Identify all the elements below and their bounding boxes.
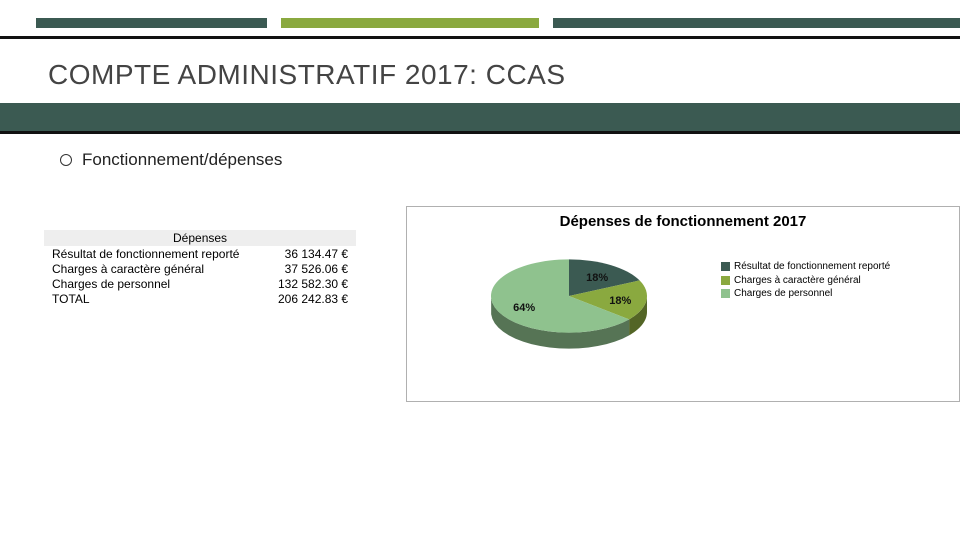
- table-cell-label: Résultat de fonctionnement reporté: [44, 247, 270, 262]
- decor-bar: [36, 18, 267, 28]
- legend-item: Charges de personnel: [721, 287, 890, 301]
- page-title: COMPTE ADMINISTRATIF 2017: CCAS: [0, 39, 960, 103]
- table-cell-value: 37 526.06 €: [270, 262, 356, 277]
- chart-panel: Dépenses de fonctionnement 2017 18%18% 64…: [406, 206, 960, 402]
- table-row: Charges de personnel132 582.30 €: [44, 277, 356, 292]
- table-cell-label: Charges de personnel: [44, 277, 270, 292]
- expenses-table: Dépenses Résultat de fonctionnement repo…: [44, 230, 356, 307]
- title-band: COMPTE ADMINISTRATIF 2017: CCAS: [0, 36, 960, 134]
- decor-top-bars: [0, 18, 960, 26]
- pie-holder: 18%18% 64%: [415, 236, 715, 386]
- table-row: Charges à caractère général37 526.06 €: [44, 262, 356, 277]
- legend-item: Charges à caractère général: [721, 274, 890, 288]
- table-cell-value: 132 582.30 €: [270, 277, 356, 292]
- decor-bar: [281, 18, 539, 28]
- pie-slice-label: 64%: [513, 302, 535, 314]
- legend-swatch: [721, 262, 730, 271]
- legend-label: Charges à caractère général: [734, 274, 861, 288]
- legend-label: Résultat de fonctionnement reporté: [734, 260, 890, 274]
- bullet-subtitle: Fonctionnement/dépenses: [60, 150, 960, 170]
- table-header: Dépenses: [44, 230, 356, 247]
- legend-swatch: [721, 276, 730, 285]
- bullet-icon: [60, 154, 72, 166]
- table-cell-value: 36 134.47 €: [270, 247, 356, 262]
- decor-bar: [553, 18, 960, 28]
- table-cell-value: 206 242.83 €: [270, 292, 356, 307]
- table-cell-label: Charges à caractère général: [44, 262, 270, 277]
- table-cell-label: TOTAL: [44, 292, 270, 307]
- table-row: TOTAL206 242.83 €: [44, 292, 356, 307]
- slide: COMPTE ADMINISTRATIF 2017: CCAS Fonction…: [0, 0, 960, 540]
- pie-slice-label: 18%: [586, 272, 608, 284]
- table-row: Résultat de fonctionnement reporté36 134…: [44, 247, 356, 262]
- subtitle-text: Fonctionnement/dépenses: [82, 150, 282, 170]
- pie-chart: [459, 234, 679, 384]
- legend-label: Charges de personnel: [734, 287, 832, 301]
- chart-title: Dépenses de fonctionnement 2017: [415, 213, 951, 230]
- legend-swatch: [721, 289, 730, 298]
- legend-item: Résultat de fonctionnement reporté: [721, 260, 890, 274]
- title-band-fill: [0, 103, 960, 131]
- chart-legend: Résultat de fonctionnement reportéCharge…: [721, 260, 890, 301]
- pie-slice-label: 18%: [609, 295, 631, 307]
